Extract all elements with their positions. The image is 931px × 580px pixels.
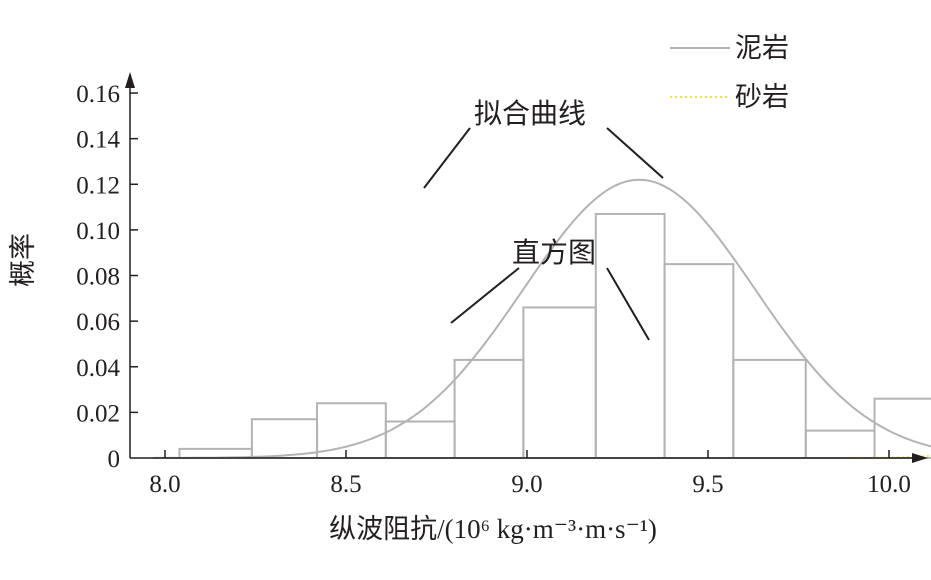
x-tick-label: 8.5 <box>330 471 361 498</box>
histogram-bar-mudstone <box>250 418 319 459</box>
y-axis-title: 概率 <box>8 233 38 287</box>
annotation-layer: 拟合曲线 直方图 <box>423 98 664 341</box>
fit-curve-pointer-mudstone <box>423 127 471 189</box>
legend: 泥岩 砂岩 <box>670 33 789 112</box>
histogram-bar-mudstone <box>453 358 525 459</box>
y-tick-label: 0.08 <box>76 264 120 291</box>
histogram-bar-mudstone <box>663 263 735 459</box>
histogram-layer <box>178 212 931 460</box>
fit-curve-mudstone <box>152 178 931 459</box>
axes-layer: 8.08.59.09.510.010.511.011.500.020.040.0… <box>76 72 928 498</box>
x-axis-title: 纵波阻抗/(10⁶ kg·m⁻³·m·s⁻¹) <box>329 514 657 544</box>
y-tick-label: 0.12 <box>76 172 120 199</box>
y-axis-arrow <box>125 72 135 88</box>
fit-curve-layer <box>152 178 931 459</box>
histogram-bar-mudstone <box>594 212 666 459</box>
y-tick-label: 0.02 <box>76 400 120 427</box>
legend-label-mudstone: 泥岩 <box>735 33 789 63</box>
x-tick-label: 8.0 <box>149 471 180 498</box>
legend-label-sandstone: 砂岩 <box>735 82 789 112</box>
y-tick-label: 0.06 <box>76 309 120 336</box>
fit-curve-sandstone <box>847 454 931 459</box>
histogram-bar-mudstone <box>522 306 597 460</box>
x-tick-label: 9.5 <box>692 471 723 498</box>
fit-curve-pointer-sandstone <box>606 127 664 179</box>
fit-curve-annotation: 拟合曲线 <box>474 98 586 130</box>
histogram-pointer-mudstone <box>450 267 520 324</box>
x-tick-label: 10.0 <box>867 471 911 498</box>
x-axis-arrow <box>912 453 928 463</box>
y-tick-label: 0.10 <box>76 218 120 245</box>
y-tick-label: 0.16 <box>76 81 120 108</box>
x-tick-label: 9.0 <box>511 471 542 498</box>
y-tick-label: 0.04 <box>76 355 120 382</box>
y-tick-label: 0 <box>108 446 121 473</box>
histogram-annotation: 直方图 <box>512 237 596 269</box>
y-tick-label: 0.14 <box>76 127 120 154</box>
histogram-pointer-sandstone <box>606 267 650 341</box>
histogram-bar-mudstone <box>732 358 807 459</box>
histogram-bar-mudstone <box>804 429 876 459</box>
